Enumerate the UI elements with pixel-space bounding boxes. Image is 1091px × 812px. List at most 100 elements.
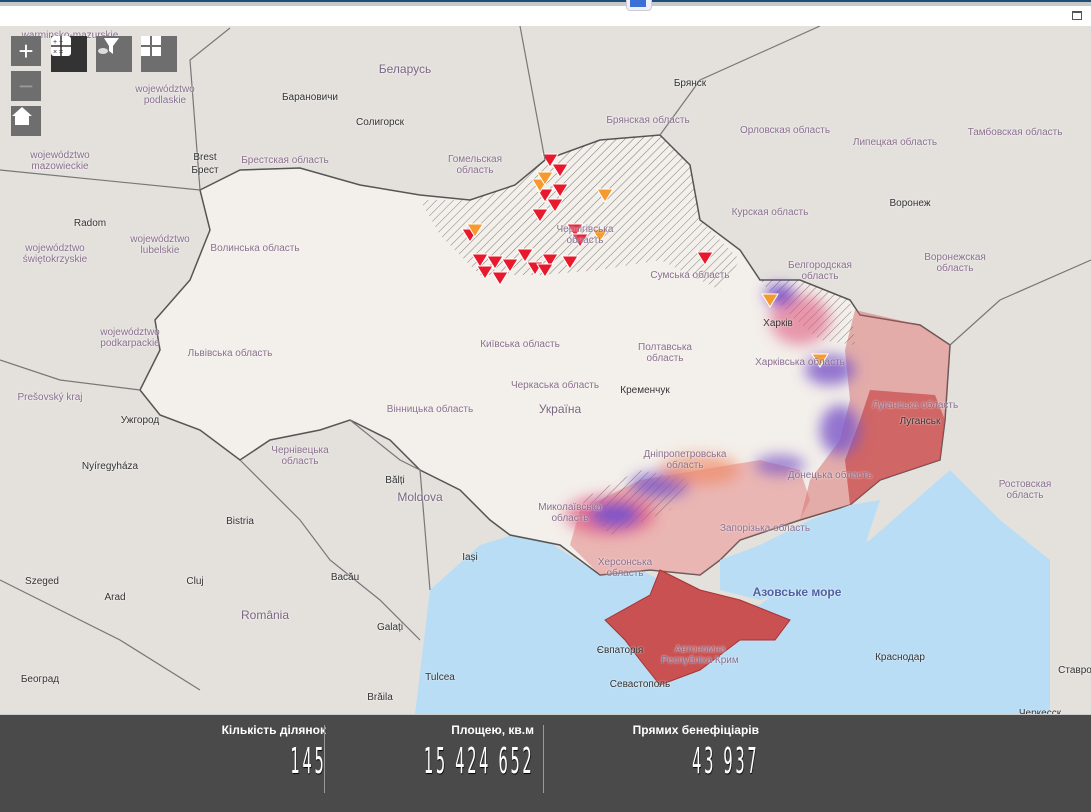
map-label: România [240, 608, 290, 622]
map-view[interactable]: warminsko-mazurskie Беларусь Брянск wojewód… [0, 26, 1091, 714]
map-label: Moldova [397, 490, 443, 504]
home-button[interactable] [11, 106, 41, 136]
site-marker-red[interactable] [531, 208, 549, 223]
site-marker-red[interactable] [541, 253, 559, 268]
site-marker-red[interactable] [536, 188, 554, 203]
map-label: województwo świętokrzyskie [22, 243, 88, 265]
map-label: Херсонська область [597, 557, 653, 579]
site-marker-orange[interactable] [596, 188, 614, 203]
map-label: Азовське море [752, 585, 842, 599]
map-label: Брянская область [606, 115, 690, 126]
map-label: Чернівецька область [271, 445, 329, 467]
site-marker-red[interactable] [551, 163, 569, 178]
heatmap-layer [565, 285, 860, 535]
map-label: Дніпропетровська область [643, 449, 727, 471]
map-label: województwo lubelskie [130, 234, 190, 256]
site-marker-red[interactable] [491, 271, 509, 286]
map-label: Bistria [226, 516, 254, 527]
map-label: Ставро [1058, 665, 1091, 676]
map-label: Євпаторія [596, 645, 644, 656]
map-label: Brăila [367, 692, 393, 703]
map-label: Краснодар [875, 652, 925, 663]
map-label: Гомельская область [447, 154, 503, 176]
map-label: Україна [538, 402, 582, 416]
layout-button[interactable] [141, 36, 177, 72]
site-marker-orange[interactable] [536, 171, 554, 186]
map-label: Волинська область [210, 243, 300, 254]
map-label: Воронежская область [924, 252, 986, 274]
site-marker-red[interactable] [561, 255, 579, 270]
map-label: Миколаївська область [538, 502, 602, 524]
window-top-border [0, 0, 1091, 6]
map-label: Орловская область [739, 125, 831, 136]
map-label: Харків [763, 318, 793, 329]
stat-value: 145 [290, 741, 326, 782]
map-label: Луганська область [871, 400, 959, 411]
zoom-in-button[interactable]: + [11, 36, 41, 66]
map-label: warminsko-mazurskie [22, 30, 119, 41]
calculator-button[interactable]: + − × = [51, 36, 87, 72]
site-marker-orange[interactable] [761, 293, 779, 308]
map-label: Cluj [186, 576, 204, 587]
map-label: Radom [73, 218, 107, 229]
map-label: Солигорск [356, 117, 404, 128]
site-marker-red[interactable] [476, 265, 494, 280]
map-label: Автономна Республіка Крим [661, 644, 739, 666]
site-marker-orange[interactable] [466, 223, 484, 238]
azov-sea [720, 500, 880, 600]
stat-title: Кількість ділянок [221, 723, 326, 737]
map-label: Tulcea [425, 672, 455, 683]
map-label: Брест [191, 165, 219, 176]
map-label: Донецька область [787, 470, 873, 481]
site-marker-red[interactable] [696, 251, 714, 266]
stat-title: Прямих бенефіціарів [632, 723, 759, 737]
site-marker-red[interactable] [501, 258, 519, 273]
map-label: Черкаська область [510, 380, 600, 391]
site-marker-orange[interactable] [811, 353, 829, 368]
stat-value: 15 424 652 [423, 741, 534, 782]
map-label: Брестская область [241, 155, 329, 166]
site-marker-red[interactable] [486, 255, 504, 270]
stat-area: Площею, кв.м 15 424 652 [289, 723, 534, 782]
site-marker-red[interactable] [571, 233, 589, 248]
map-label: Липецкая область [852, 137, 938, 148]
site-marker-red[interactable] [516, 248, 534, 263]
map-label: Ростовская область [998, 479, 1052, 501]
map-canvas [0, 26, 1091, 714]
svg-text:× =: × = [53, 49, 63, 56]
occupied-core [845, 390, 945, 505]
site-marker-red[interactable] [566, 223, 584, 238]
map-label: Bacău [330, 572, 360, 583]
maximize-icon[interactable] [1072, 11, 1082, 20]
statistics-panel: Кількість ділянок 145 Площею, кв.м 15 424 … [0, 714, 1091, 812]
filter-icon [98, 38, 119, 54]
svg-text:+ −: + − [53, 39, 63, 46]
filter-button[interactable] [96, 36, 132, 72]
site-marker-red[interactable] [536, 263, 554, 278]
map-label: Београд [20, 674, 60, 685]
map-label: województwo mazowieckie [30, 150, 90, 172]
map-label: Prešovský kraj [17, 392, 83, 403]
map-label: województwo podlaskie [135, 84, 195, 106]
map-label: Bălți [385, 475, 405, 486]
stat-value: 43 937 [691, 741, 759, 782]
map-label: Iași [462, 552, 478, 563]
map-label: Брянск [673, 78, 707, 89]
site-marker-red[interactable] [551, 183, 569, 198]
stat-beneficiaries: Прямих бенефіціарів 43 937 [610, 723, 759, 782]
divider [324, 725, 325, 793]
zoom-out-button[interactable]: − [11, 71, 41, 101]
divider [543, 725, 544, 793]
map-label: Полтавська область [638, 342, 692, 364]
site-marker-red[interactable] [541, 153, 559, 168]
map-label: Луганськ [899, 416, 941, 427]
map-label: Szeged [25, 576, 59, 587]
map-label: Brest [193, 152, 217, 163]
site-marker-red[interactable] [471, 253, 489, 268]
map-label: Воронеж [889, 198, 931, 209]
map-label: Ужгород [120, 415, 160, 426]
map-label: Белгородская область [788, 260, 852, 282]
monitor-arrow-icon[interactable] [626, 0, 652, 11]
site-marker-orange[interactable] [591, 228, 609, 243]
site-marker-red[interactable] [546, 198, 564, 213]
